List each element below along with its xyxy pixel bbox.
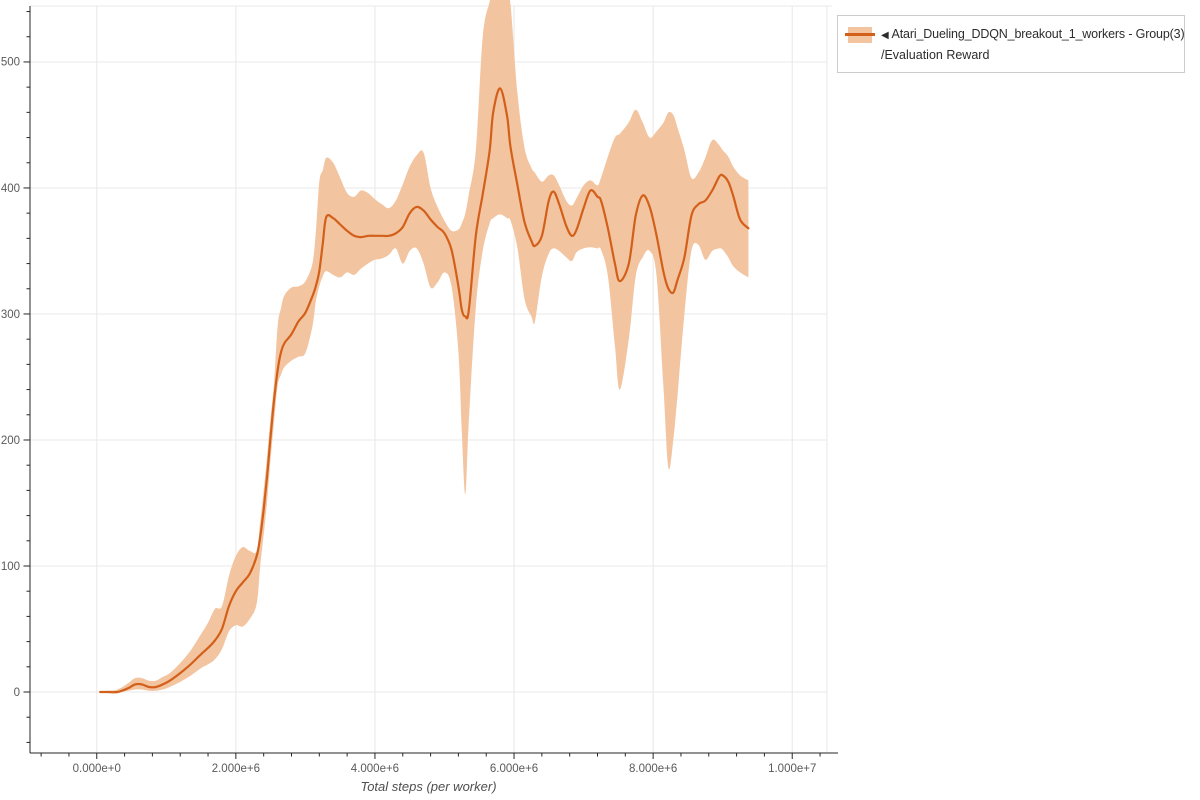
x-tick-label: 1.000e+7 xyxy=(768,763,816,775)
legend-label-line1: ◀ Atari_Dueling_DDQN_breakout_1_workers -… xyxy=(881,24,1185,45)
mean-line xyxy=(99,87,750,694)
y-tick-label: 0 xyxy=(14,687,20,699)
legend-label-line2: /Evaluation Reward xyxy=(881,47,990,62)
y-tick-label: 400 xyxy=(1,183,20,195)
legend-swatch-line xyxy=(845,33,875,36)
x-tick-label: 0.000e+0 xyxy=(73,763,121,775)
y-tick-label: 100 xyxy=(1,561,20,573)
y-tick-label: 300 xyxy=(1,309,20,321)
x-tick-label: 8.000e+6 xyxy=(629,763,677,775)
legend-series-name: Atari_Dueling_DDQN_breakout_1_workers - … xyxy=(891,27,1185,41)
legend-series-swatch xyxy=(845,27,875,43)
legend-series-label: ◀ Atari_Dueling_DDQN_breakout_1_workers -… xyxy=(881,24,1185,65)
legend-item-evaluation-reward[interactable]: ◀ Atari_Dueling_DDQN_breakout_1_workers -… xyxy=(845,24,1185,65)
y-tick-label: 200 xyxy=(1,435,20,447)
x-axis-title: Total steps (per worker) xyxy=(360,779,497,794)
collapse-arrow-icon: ◀ xyxy=(881,30,889,41)
legend: ◀ Atari_Dueling_DDQN_breakout_1_workers -… xyxy=(837,15,1185,74)
y-tick-label: 500 xyxy=(1,57,20,69)
confidence-band xyxy=(100,0,749,693)
x-tick-label: 2.000e+6 xyxy=(212,763,260,775)
x-tick-label: 6.000e+6 xyxy=(490,763,538,775)
x-tick-label: 4.000e+6 xyxy=(351,763,399,775)
